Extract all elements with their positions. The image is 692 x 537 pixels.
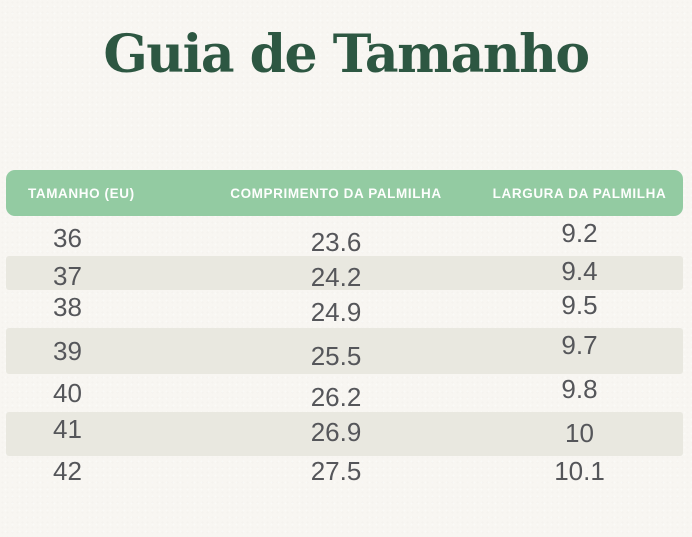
- cell-length: 23.6: [310, 226, 362, 257]
- column-header-comprimento: COMPRIMENTO DA PALMILHA: [230, 185, 442, 201]
- cell-size: 41: [53, 413, 82, 444]
- cell-width: 9.8: [561, 373, 598, 404]
- cell-size: 37: [53, 260, 82, 291]
- cell-length: 26.9: [310, 416, 362, 447]
- cell-length: 27.5: [310, 456, 362, 486]
- table-row: 40 26.2 9.8: [6, 374, 683, 412]
- cell-width: 9.5: [561, 289, 598, 320]
- cell-size: 40: [53, 377, 82, 408]
- table-row: 41 26.9 10: [6, 412, 683, 456]
- cell-size: 39: [53, 335, 82, 366]
- size-guide-table: TAMANHO (EU) COMPRIMENTO DA PALMILHA LAR…: [6, 170, 683, 487]
- cell-size: 38: [53, 291, 82, 322]
- column-header-tamanho: TAMANHO (EU): [28, 185, 135, 201]
- cell-width: 9.4: [561, 255, 598, 286]
- table-row: 37 24.2 9.4: [6, 255, 683, 292]
- table-row: 38 24.9 9.5: [6, 290, 683, 328]
- cell-length: 24.2: [310, 261, 362, 292]
- cell-width: 10.1: [554, 456, 605, 486]
- cell-length: 26.2: [310, 381, 362, 412]
- cell-size: 36: [53, 222, 82, 253]
- page-title: Guia de Tamanho: [103, 24, 590, 85]
- table-row: 36 23.6 9.2: [6, 216, 683, 257]
- cell-length: 25.5: [310, 340, 362, 371]
- cell-size: 42: [53, 456, 82, 486]
- table-row: 39 25.5 9.7: [6, 328, 683, 374]
- table-row: 42 27.5 10.1: [6, 456, 683, 487]
- cell-width: 9.2: [561, 217, 598, 248]
- cell-width: 9.7: [561, 329, 598, 360]
- cell-width: 10: [565, 417, 594, 448]
- cell-length: 24.9: [310, 296, 362, 327]
- column-header-largura: LARGURA DA PALMILHA: [492, 185, 667, 201]
- table-header-row: TAMANHO (EU) COMPRIMENTO DA PALMILHA LAR…: [6, 170, 683, 216]
